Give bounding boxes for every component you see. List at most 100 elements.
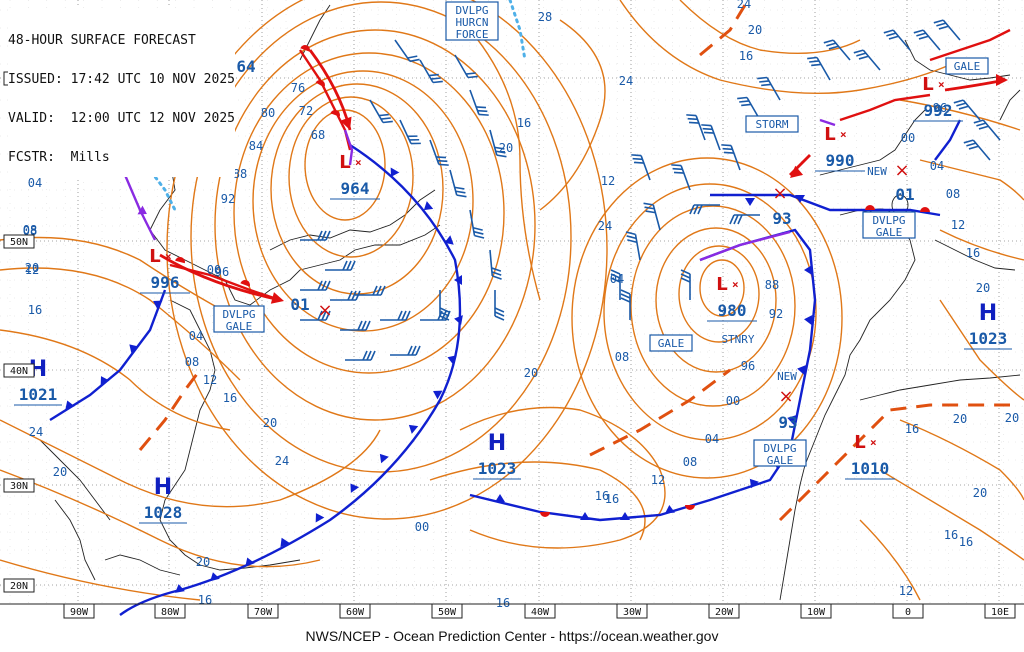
gale-warning-east-text: DVLPG [872, 214, 905, 227]
cold-front-pip [245, 557, 255, 567]
isobar-label: 16 [966, 246, 980, 260]
track-arrowhead [996, 74, 1008, 86]
cold-front-pip [129, 344, 139, 354]
isobar-label: 20 [196, 555, 210, 569]
isobar-label: 16 [28, 303, 42, 317]
new-low-marker: × [894, 160, 909, 181]
warning-boxes: DVLPGHURCNFORCEDVLPGGALESTORMGALEGALEDVL… [213, 1, 989, 467]
gale-warning-nw-text: DVLPG [222, 308, 255, 321]
warm-front-pip [300, 45, 310, 52]
forecast-header: 48-HOUR SURFACE FORECAST ISSUED: 17:42 U… [8, 8, 235, 177]
lon-label: 10W [807, 607, 826, 618]
wind-barb [973, 119, 1001, 141]
isobar [630, 205, 796, 407]
low-pressure-value: 980 [718, 301, 747, 320]
warm-front-pip [685, 505, 695, 510]
coastline [859, 374, 1021, 401]
isobar-label: 12 [25, 263, 39, 277]
coastline [104, 554, 181, 576]
isobar [919, 159, 1024, 201]
wind-barb [420, 310, 451, 321]
isobar-label: 16 [605, 492, 619, 506]
wind-barb [853, 49, 881, 71]
isobar [879, 469, 1024, 561]
footer-credit: NWS/NCEP - Ocean Prediction Center - htt… [305, 628, 719, 644]
occluded-front [699, 230, 791, 262]
isobar [429, 461, 646, 541]
warm-front-pip [315, 80, 325, 88]
isobar-label: 12 [951, 218, 965, 232]
cold-front-pip [433, 390, 443, 400]
isobar-label: 16 [944, 528, 958, 542]
cold-front-pip [280, 537, 290, 548]
wind-barb [449, 169, 467, 198]
isobar-label: 04 [189, 329, 203, 343]
wind-barb [494, 290, 505, 321]
cold-front-pip [408, 424, 419, 434]
isobar-label: 24 [619, 74, 633, 88]
stationary-label: STNRY [721, 333, 754, 346]
isobar-label: 96 [741, 359, 755, 373]
gale-warning-south-box [753, 439, 807, 467]
header-issued: ISSUED: 17:42 UTC 10 NOV 2025 [8, 72, 235, 87]
wind-barb [325, 260, 356, 271]
track-arrow [159, 253, 281, 302]
wind-barb [643, 202, 661, 231]
isobar-label: 16 [198, 593, 212, 607]
low-pressure-value: 996 [151, 273, 180, 292]
isobar [270, 83, 444, 295]
isobar-label: 24 [737, 0, 751, 11]
track-arrows [159, 49, 1008, 304]
wind-barb [620, 289, 631, 320]
isobar-label: 96 [215, 265, 229, 279]
wind-barb [390, 345, 421, 356]
hurricane-force-warning-text: DVLPG [455, 4, 488, 17]
isobar-label: 88 [233, 167, 247, 181]
isobar-label: 20 [953, 412, 967, 426]
isobar-label: 08 [683, 455, 697, 469]
new-low-marker: × [317, 300, 332, 321]
cold-front-pip [804, 315, 813, 325]
isobar [214, 29, 536, 421]
wind-barb [355, 285, 386, 296]
coastline [159, 299, 216, 566]
isobar-label: 16 [739, 49, 753, 63]
low-marker: × [165, 250, 172, 263]
low-pressure-value: 1010 [851, 459, 890, 478]
isobar-label: 24 [29, 425, 43, 439]
gale-warning-mid-text: GALE [658, 337, 685, 350]
cold-front-pip [804, 265, 812, 275]
gale-warning-east-box [862, 211, 916, 239]
isobar [899, 99, 1021, 131]
cold-front-pip [665, 505, 675, 514]
hurricane-force-warning-text: FORCE [455, 28, 488, 41]
isobar [603, 183, 817, 441]
track-arrowhead [340, 116, 352, 130]
wind-barb [631, 154, 651, 181]
gale-warning-nw-text: GALE [226, 320, 253, 333]
low-marker: × [355, 156, 362, 169]
high-symbol: H [979, 301, 997, 326]
gale-warning-mid-box [649, 334, 693, 352]
track-arrowhead [790, 165, 804, 178]
low-symbol: L [149, 246, 160, 267]
lon-label: 20W [715, 607, 734, 618]
new-low-value: 93 [772, 209, 791, 228]
isobar-label: 88 [765, 278, 779, 292]
isobar [288, 96, 414, 258]
cold-front [49, 289, 167, 422]
isobar [190, 1, 572, 473]
cold-front-pip [454, 315, 463, 325]
new-low-marker: × [772, 183, 787, 204]
coastline [39, 439, 111, 521]
lon-label: 90W [70, 607, 89, 618]
isobar [655, 227, 777, 373]
wind-barb [300, 230, 331, 241]
track-arrow [789, 154, 811, 176]
isobar-label: 16 [517, 116, 531, 130]
isobar [469, 29, 541, 301]
low-symbol: L [854, 432, 865, 453]
cold-front-pip [423, 201, 434, 211]
isobar [252, 70, 474, 332]
low-marker: × [840, 128, 847, 141]
